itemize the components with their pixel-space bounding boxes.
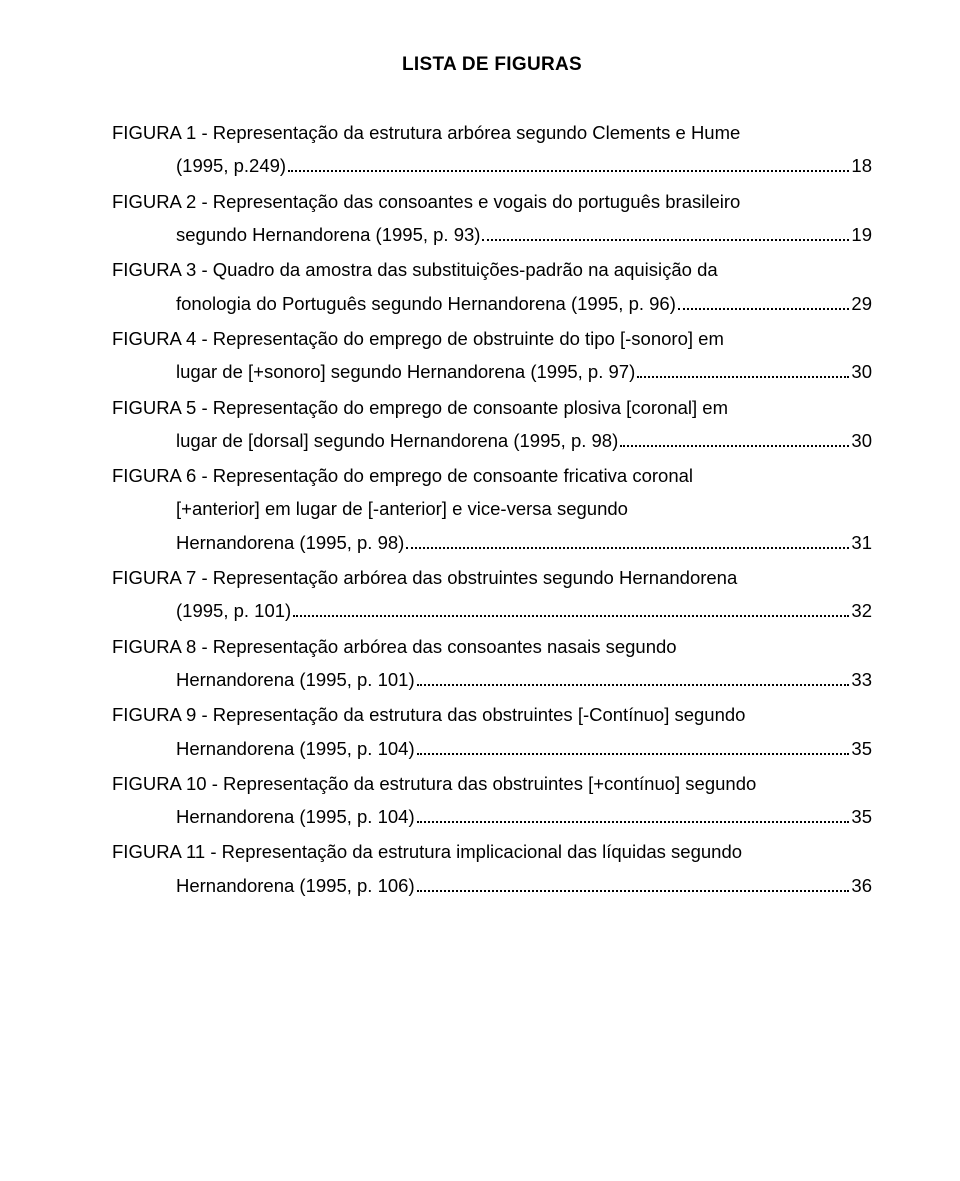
entry-page: 35 — [851, 800, 872, 833]
figure-entry: FIGURA 7 - Representação arbórea das obs… — [112, 561, 872, 628]
entry-lead: FIGURA 4 - Representação do emprego de o… — [112, 322, 872, 355]
entry-tail-row: fonologia do Português segundo Hernandor… — [112, 287, 872, 320]
entry-tail: (1995, p. 101) — [176, 594, 291, 627]
entry-page: 36 — [851, 869, 872, 902]
entry-tail: Hernandorena (1995, p. 106) — [176, 869, 415, 902]
entry-tail: lugar de [dorsal] segundo Hernandorena (… — [176, 424, 618, 457]
leader-dots — [417, 667, 850, 686]
entry-tail-row: segundo Hernandorena (1995, p. 93) 19 — [112, 218, 872, 251]
entry-tail-row: lugar de [+sonoro] segundo Hernandorena … — [112, 355, 872, 388]
page-container: LISTA DE FIGURAS FIGURA 1 - Representaçã… — [0, 0, 960, 1181]
leader-dots — [678, 291, 850, 310]
entry-lead: FIGURA 8 - Representação arbórea das con… — [112, 630, 872, 663]
entry-tail: Hernandorena (1995, p. 104) — [176, 732, 415, 765]
entry-tail: Hernandorena (1995, p. 98) — [176, 526, 404, 559]
leader-dots — [417, 736, 850, 755]
entry-lead: FIGURA 2 - Representação das consoantes … — [112, 185, 872, 218]
entry-page: 30 — [851, 355, 872, 388]
entry-lead: FIGURA 7 - Representação arbórea das obs… — [112, 561, 872, 594]
figure-entry: FIGURA 2 - Representação das consoantes … — [112, 185, 872, 252]
leader-dots — [406, 530, 849, 549]
entry-tail-row: lugar de [dorsal] segundo Hernandorena (… — [112, 424, 872, 457]
entry-tail-row: Hernandorena (1995, p. 101) 33 — [112, 663, 872, 696]
figure-entry: FIGURA 9 - Representação da estrutura da… — [112, 698, 872, 765]
entry-page: 35 — [851, 732, 872, 765]
list-title: LISTA DE FIGURAS — [112, 48, 872, 82]
leader-dots — [417, 804, 850, 823]
figure-entry: FIGURA 6 - Representação do emprego de c… — [112, 459, 872, 559]
entry-page: 31 — [851, 526, 872, 559]
entry-page: 30 — [851, 424, 872, 457]
entry-tail: (1995, p.249) — [176, 149, 286, 182]
entry-lead: FIGURA 5 - Representação do emprego de c… — [112, 391, 872, 424]
entry-tail-row: (1995, p. 101) 32 — [112, 594, 872, 627]
entry-tail: fonologia do Português segundo Hernandor… — [176, 287, 676, 320]
leader-dots — [620, 428, 849, 447]
entry-lead: FIGURA 6 - Representação do emprego de c… — [112, 459, 872, 492]
figure-entry: FIGURA 3 - Quadro da amostra das substit… — [112, 253, 872, 320]
entry-tail: Hernandorena (1995, p. 101) — [176, 663, 415, 696]
entry-mid-row: [+anterior] em lugar de [-anterior] e vi… — [112, 492, 872, 525]
figure-entry: FIGURA 5 - Representação do emprego de c… — [112, 391, 872, 458]
entry-tail: lugar de [+sonoro] segundo Hernandorena … — [176, 355, 635, 388]
entry-tail-row: Hernandorena (1995, p. 104) 35 — [112, 800, 872, 833]
entry-page: 33 — [851, 663, 872, 696]
leader-dots — [482, 222, 849, 241]
leader-dots — [417, 873, 850, 892]
entry-page: 18 — [851, 149, 872, 182]
entry-tail-row: (1995, p.249) 18 — [112, 149, 872, 182]
entry-tail-row: Hernandorena (1995, p. 106) 36 — [112, 869, 872, 902]
figure-entry: FIGURA 11 - Representação da estrutura i… — [112, 835, 872, 902]
entry-tail: Hernandorena (1995, p. 104) — [176, 800, 415, 833]
entry-lead: FIGURA 1 - Representação da estrutura ar… — [112, 116, 872, 149]
entry-page: 32 — [851, 594, 872, 627]
figure-entry: FIGURA 10 - Representação da estrutura d… — [112, 767, 872, 834]
leader-dots — [293, 599, 849, 618]
leader-dots — [288, 154, 849, 173]
leader-dots — [637, 360, 849, 379]
figure-entry: FIGURA 8 - Representação arbórea das con… — [112, 630, 872, 697]
entry-tail: segundo Hernandorena (1995, p. 93) — [176, 218, 480, 251]
entry-lead: FIGURA 10 - Representação da estrutura d… — [112, 767, 872, 800]
entry-tail-row: Hernandorena (1995, p. 98) 31 — [112, 526, 872, 559]
entry-page: 19 — [851, 218, 872, 251]
figure-entry: FIGURA 4 - Representação do emprego de o… — [112, 322, 872, 389]
entry-lead: FIGURA 11 - Representação da estrutura i… — [112, 835, 872, 868]
entry-mid: [+anterior] em lugar de [-anterior] e vi… — [176, 492, 628, 525]
entry-lead: FIGURA 3 - Quadro da amostra das substit… — [112, 253, 872, 286]
entry-tail-row: Hernandorena (1995, p. 104) 35 — [112, 732, 872, 765]
entry-page: 29 — [851, 287, 872, 320]
entry-lead: FIGURA 9 - Representação da estrutura da… — [112, 698, 872, 731]
figure-entry: FIGURA 1 - Representação da estrutura ar… — [112, 116, 872, 183]
